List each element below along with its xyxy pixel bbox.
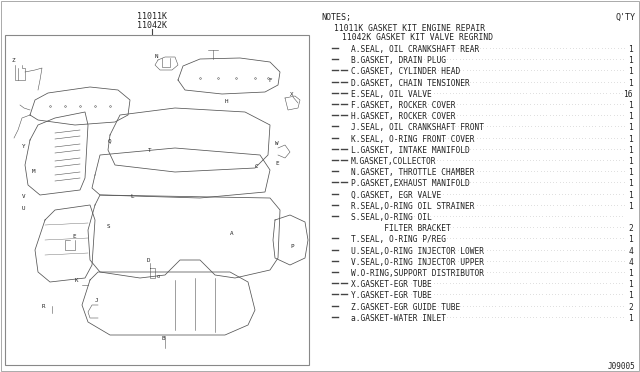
Text: 1: 1 — [628, 45, 633, 54]
Text: E.SEAL, OIL VALVE: E.SEAL, OIL VALVE — [351, 90, 432, 99]
Text: 4: 4 — [628, 247, 633, 256]
Text: Q: Q — [108, 138, 111, 143]
Text: S: S — [107, 224, 111, 229]
Text: M: M — [32, 169, 35, 174]
Text: B: B — [162, 336, 166, 341]
Text: X.GASKET-EGR TUBE: X.GASKET-EGR TUBE — [351, 280, 432, 289]
Text: P: P — [290, 244, 294, 249]
Text: 11042K: 11042K — [137, 21, 167, 30]
Text: Q.GASKET, EGR VALVE: Q.GASKET, EGR VALVE — [351, 190, 441, 200]
Text: 1: 1 — [628, 124, 633, 132]
Text: 1: 1 — [628, 235, 633, 244]
Text: 1: 1 — [628, 78, 633, 87]
Text: K: K — [75, 278, 79, 283]
Text: Y.GASKET-EGR TUBE: Y.GASKET-EGR TUBE — [351, 291, 432, 301]
Text: 11011K GASKET KIT ENGINE REPAIR: 11011K GASKET KIT ENGINE REPAIR — [334, 24, 485, 33]
Text: 1: 1 — [628, 56, 633, 65]
Text: 16: 16 — [623, 90, 633, 99]
Text: M.GASKET,COLLECTOR: M.GASKET,COLLECTOR — [351, 157, 436, 166]
Text: 1: 1 — [628, 146, 633, 155]
Text: J09005: J09005 — [607, 362, 635, 371]
Text: D: D — [147, 258, 150, 263]
Text: 1: 1 — [628, 67, 633, 76]
Text: V: V — [22, 194, 26, 199]
Text: 1: 1 — [628, 314, 633, 323]
Text: H: H — [225, 99, 228, 104]
Text: T.SEAL, O-RING P/REG: T.SEAL, O-RING P/REG — [351, 235, 446, 244]
Text: a.GASKET-WATER INLET: a.GASKET-WATER INLET — [351, 314, 446, 323]
Text: Z: Z — [12, 58, 15, 63]
Text: F: F — [268, 78, 271, 83]
Text: N.GASKET, THROTTLE CHAMBER: N.GASKET, THROTTLE CHAMBER — [351, 168, 474, 177]
Text: 1: 1 — [628, 179, 633, 188]
Text: W: W — [275, 141, 278, 146]
Text: Q'TY: Q'TY — [616, 13, 636, 22]
Text: K.SEAL, O-RING FRONT COVER: K.SEAL, O-RING FRONT COVER — [351, 135, 474, 144]
Text: U: U — [22, 206, 26, 211]
Text: B.GASKET, DRAIN PLUG: B.GASKET, DRAIN PLUG — [351, 56, 446, 65]
Text: 1: 1 — [628, 168, 633, 177]
Text: NOTES;: NOTES; — [321, 13, 351, 22]
Text: 4: 4 — [628, 258, 633, 267]
Text: 1: 1 — [628, 202, 633, 211]
Text: N: N — [155, 54, 159, 59]
Text: 1: 1 — [628, 280, 633, 289]
Bar — [5, 35, 309, 365]
Text: V.SEAL,O-RING INJECTOR UPPER: V.SEAL,O-RING INJECTOR UPPER — [351, 258, 484, 267]
Text: A.SEAL, OIL CRANKSHAFT REAR: A.SEAL, OIL CRANKSHAFT REAR — [351, 45, 479, 54]
Text: 1: 1 — [628, 269, 633, 278]
Text: o: o — [157, 274, 160, 279]
Text: H.GASKET, ROCKER COVER: H.GASKET, ROCKER COVER — [351, 112, 456, 121]
Text: C: C — [255, 164, 259, 169]
Text: E: E — [275, 161, 278, 166]
Text: 2: 2 — [628, 302, 633, 312]
Text: Y: Y — [22, 144, 26, 149]
Text: W.O-RING,SUPPORT DISTRIBUTOR: W.O-RING,SUPPORT DISTRIBUTOR — [351, 269, 484, 278]
Text: X: X — [290, 92, 294, 97]
Text: A: A — [230, 231, 234, 236]
Text: 1: 1 — [628, 112, 633, 121]
Text: C.GASKET, CYLINDER HEAD: C.GASKET, CYLINDER HEAD — [351, 67, 460, 76]
Text: FILTER BRACKET: FILTER BRACKET — [351, 224, 451, 233]
Text: Z.GASKET-EGR GUIDE TUBE: Z.GASKET-EGR GUIDE TUBE — [351, 302, 460, 312]
Text: P.GASKET,EXHAUST MANIFOLD: P.GASKET,EXHAUST MANIFOLD — [351, 179, 470, 188]
Text: F.GASKET, ROCKER COVER: F.GASKET, ROCKER COVER — [351, 101, 456, 110]
Text: 1: 1 — [628, 190, 633, 200]
Text: R.SEAL,O-RING OIL STRAINER: R.SEAL,O-RING OIL STRAINER — [351, 202, 474, 211]
Text: 1: 1 — [628, 291, 633, 301]
Text: L.GASKET, INTAKE MANIFOLD: L.GASKET, INTAKE MANIFOLD — [351, 146, 470, 155]
Text: T: T — [148, 148, 152, 153]
Text: D.GASKET, CHAIN TENSIONER: D.GASKET, CHAIN TENSIONER — [351, 78, 470, 87]
Text: J.SEAL, OIL CRANKSHAFT FRONT: J.SEAL, OIL CRANKSHAFT FRONT — [351, 124, 484, 132]
Bar — [112, 135, 126, 145]
Text: E: E — [72, 234, 76, 239]
Text: 11042K GASKET KIT VALVE REGRIND: 11042K GASKET KIT VALVE REGRIND — [342, 33, 493, 42]
Text: 11011K: 11011K — [137, 12, 167, 21]
Text: 1: 1 — [628, 135, 633, 144]
Text: 1: 1 — [628, 157, 633, 166]
Text: U.SEAL,O-RING INJECTOR LOWER: U.SEAL,O-RING INJECTOR LOWER — [351, 247, 484, 256]
Text: S.SEAL,O-RING OIL: S.SEAL,O-RING OIL — [351, 213, 432, 222]
Text: J: J — [95, 298, 99, 303]
Text: L: L — [130, 194, 134, 199]
Text: 1: 1 — [628, 101, 633, 110]
Text: 2: 2 — [628, 224, 633, 233]
Text: R: R — [42, 304, 45, 309]
